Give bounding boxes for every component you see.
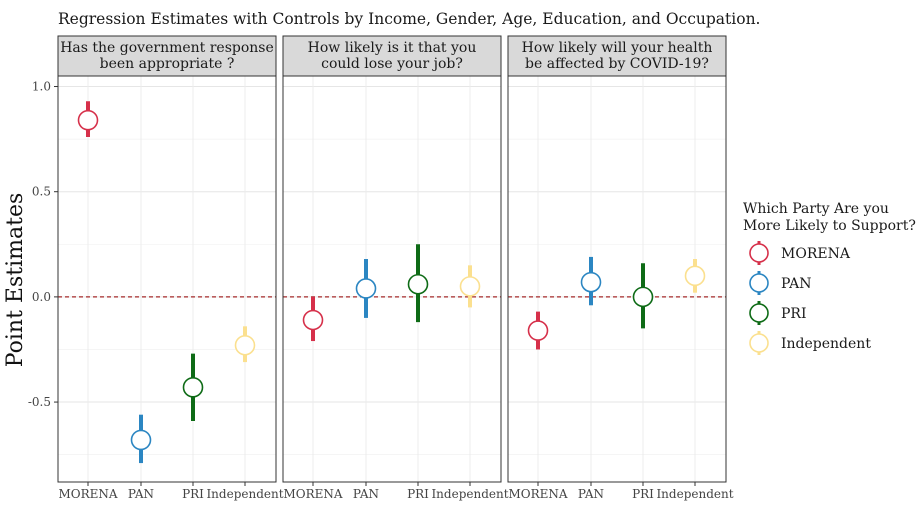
panel-border (507, 75, 727, 483)
x-tick-label: Independent (206, 487, 283, 501)
point-estimate-independent (234, 334, 256, 356)
x-tick-label: Independent (431, 487, 508, 501)
y-axis-label: Point Estimates (3, 193, 28, 368)
x-tick-label: PRI (632, 487, 654, 501)
facet-strip (507, 35, 727, 77)
facet-title-line: Has the government response (60, 40, 274, 56)
x-tick-label: PAN (353, 487, 379, 501)
point-estimate-pri (182, 377, 204, 398)
legend-key-point (749, 303, 769, 323)
facet-title-line: be affected by COVID-19? (525, 56, 709, 72)
facet-title-line: How likely is it that you (308, 40, 477, 56)
point-estimate-pan (355, 278, 377, 299)
y-tick-label: 1.0 (32, 80, 51, 94)
legend-key-point (749, 333, 769, 353)
facet-strip (57, 35, 277, 77)
legend-label-pri: PRI (781, 306, 807, 322)
point-estimate-morena (527, 320, 549, 341)
point-estimate-pri (632, 286, 654, 308)
facet-title-line: been appropriate ? (100, 56, 235, 72)
point-estimate-pan (580, 271, 602, 293)
point-estimate-independent (684, 265, 706, 287)
legend-label-pan: PAN (781, 276, 812, 292)
panel-background (58, 76, 276, 482)
x-tick-label: MORENA (508, 487, 567, 501)
legend-title-line: Which Party Are you (743, 201, 889, 217)
y-axis: 1.0 0.5 0.0 -0.5 (28, 80, 58, 409)
legend-label-morena: MORENA (781, 246, 851, 262)
legend-label-independent: Independent (781, 336, 871, 352)
point-estimate-morena (77, 109, 99, 131)
x-tick-label: PAN (578, 487, 604, 501)
point-estimate-independent (459, 276, 481, 297)
legend-key-point (749, 273, 769, 293)
x-tick-label: MORENA (58, 487, 117, 501)
y-tick-label: 0.5 (32, 185, 51, 199)
panel-border (57, 75, 277, 483)
x-tick-label: Independent (656, 487, 733, 501)
legend-title-line: More Likely to Support? (743, 218, 916, 234)
legend-key-point (749, 243, 769, 263)
y-tick-label: -0.5 (28, 395, 51, 409)
facet-title-line: How likely will your health (522, 40, 713, 56)
x-tick-label: PAN (128, 487, 154, 501)
point-estimate-pri (407, 273, 429, 295)
point-estimate-morena (302, 309, 324, 331)
x-tick-label: MORENA (283, 487, 342, 501)
point-estimate-pan (130, 429, 152, 451)
legend: Which Party Are you More Likely to Suppo… (743, 201, 916, 355)
y-tick-label: 0.0 (32, 290, 51, 304)
facet-title-line: could lose your job? (321, 56, 463, 72)
panel-border (282, 75, 502, 483)
x-tick-label: PRI (182, 487, 204, 501)
x-tick-label: PRI (407, 487, 429, 501)
chart-subtitle: Regression Estimates with Controls by In… (58, 10, 760, 28)
